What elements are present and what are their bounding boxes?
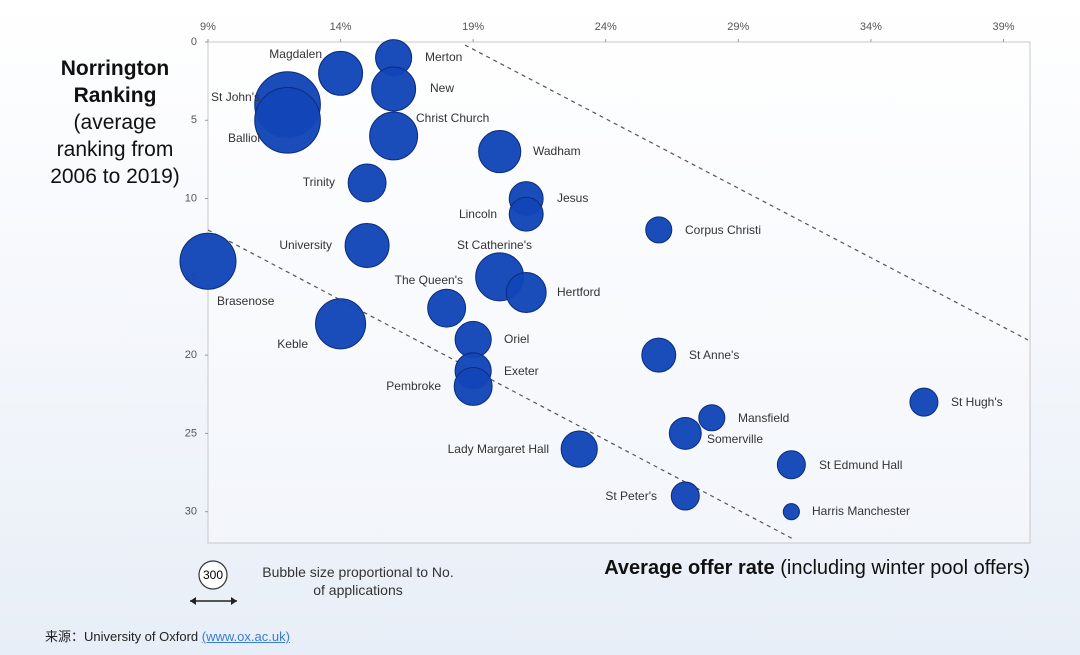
bubble-label: Merton	[425, 50, 462, 64]
bubble-label: Harris Manchester	[812, 504, 910, 518]
bubble	[371, 66, 417, 112]
bubble-label: Christ Church	[416, 111, 489, 125]
bubble-label: Pembroke	[386, 379, 441, 393]
bubble-label: Lady Margaret Hall	[448, 442, 549, 456]
x-tick-label: 24%	[595, 21, 617, 33]
bubble-label: Corpus Christi	[685, 223, 761, 237]
bubble	[698, 404, 726, 432]
bubble-label: Keble	[277, 337, 308, 351]
bubble-label: Balliol	[228, 131, 260, 145]
y-tick-label: 25	[185, 427, 197, 439]
y-axis-note: (average ranking from 2006 to 2019)	[50, 111, 180, 188]
bubble	[508, 196, 544, 232]
legend-text: Bubble size proportional to No. of appli…	[262, 564, 454, 598]
bubble	[344, 223, 390, 269]
bubble-label: Exeter	[504, 364, 539, 378]
bubble	[254, 86, 321, 154]
bubble-label: New	[430, 81, 454, 95]
x-tick-label: 34%	[860, 21, 882, 33]
legend-value: 300	[203, 568, 223, 582]
plot-area	[207, 41, 1031, 544]
bubble-label: St Peter's	[605, 489, 657, 503]
x-axis-label: Average offer rate	[604, 557, 775, 579]
y-tick-label: 20	[185, 349, 197, 361]
y-axis-label: Norrington Ranking	[60, 57, 170, 107]
bubble-label: Trinity	[303, 175, 335, 189]
y-tick-label: 10	[185, 192, 197, 204]
x-tick-label: 19%	[462, 21, 484, 33]
bubble-label: The Queen's	[395, 273, 463, 287]
bubble-label: Somerville	[707, 432, 763, 446]
y-tick-label: 30	[185, 506, 197, 518]
x-tick-label: 14%	[330, 21, 352, 33]
bubble-label: Wadham	[533, 144, 581, 158]
x-tick-label: 9%	[200, 21, 216, 33]
x-axis-title: Average offer rate (including winter poo…	[480, 557, 1030, 580]
bubble	[315, 298, 367, 350]
bubble-label: St Edmund Hall	[819, 458, 902, 472]
source-link[interactable]: (www.ox.ac.uk)	[201, 629, 290, 644]
bubble	[670, 481, 700, 511]
x-tick-label: 29%	[727, 21, 749, 33]
bubble	[782, 503, 800, 521]
bubble-label: Jesus	[557, 191, 588, 205]
trend-line-upper	[464, 44, 1029, 341]
bubble	[909, 387, 939, 417]
source: 来源：University of Oxford (www.ox.ac.uk)	[45, 626, 290, 645]
bubble	[560, 430, 598, 468]
bubble-label: St John's	[211, 90, 260, 104]
legend-bubble	[198, 560, 228, 590]
bubble-label: Hertford	[557, 285, 600, 299]
bubble	[453, 366, 493, 406]
bubble-label: Oriel	[504, 332, 529, 346]
bubble	[347, 163, 387, 203]
bubble-label: University	[279, 238, 332, 252]
source-text: 来源：University of Oxford	[45, 629, 199, 644]
bubble	[776, 450, 806, 480]
bubble	[454, 320, 492, 359]
y-tick-label: 5	[191, 114, 197, 126]
bubble-label: Brasenose	[217, 294, 275, 308]
x-axis-note: (including winter pool offers)	[780, 557, 1030, 579]
bubble	[668, 416, 702, 450]
bubble	[369, 111, 419, 161]
bubble-label: Magdalen	[269, 47, 322, 61]
bubble	[645, 216, 673, 244]
bubble-label: Mansfield	[738, 411, 789, 425]
x-tick-label: 39%	[992, 21, 1014, 33]
bubble	[478, 130, 522, 174]
bubble-label: Lincoln	[459, 207, 497, 221]
bubble	[427, 288, 467, 328]
bubble	[505, 272, 547, 313]
y-axis-title: Norrington Ranking (average ranking from …	[40, 55, 190, 190]
bubble-label: St Hugh's	[951, 395, 1003, 409]
bubble-label: St Anne's	[689, 348, 739, 362]
bubble-label: St Catherine's	[457, 238, 532, 252]
bubble	[318, 50, 364, 96]
y-tick-label: 0	[191, 36, 197, 48]
bubble	[179, 232, 237, 290]
bubble	[641, 337, 677, 373]
